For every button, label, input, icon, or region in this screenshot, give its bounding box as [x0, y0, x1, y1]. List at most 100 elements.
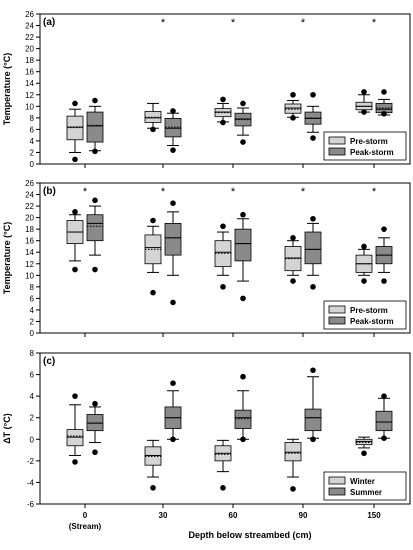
y-tick-label: 18: [25, 56, 34, 65]
box: [355, 438, 373, 446]
y-tick-label: 16: [25, 237, 34, 246]
outlier-point: [92, 266, 98, 273]
box: [86, 214, 104, 242]
box-plot: [234, 100, 252, 145]
box-plot: [304, 91, 322, 141]
legend-label: Pre-storm: [350, 306, 388, 315]
outlier-point: [361, 450, 367, 457]
box-plot: [304, 215, 322, 290]
outlier-point: [290, 278, 296, 284]
box-plot: [66, 393, 84, 465]
outlier-point: [240, 100, 246, 107]
outlier-point: [150, 217, 156, 224]
box: [234, 228, 252, 262]
y-tick-label: 4: [30, 137, 35, 146]
box-plot: [86, 97, 104, 155]
outlier-point: [381, 393, 387, 399]
outlier-point: [310, 215, 316, 222]
outlier-point: [381, 226, 387, 232]
box-plot: [66, 100, 84, 163]
outlier-point: [290, 486, 296, 492]
box: [214, 240, 232, 268]
outlier-point: [92, 148, 98, 155]
panel-label: (c): [43, 356, 55, 367]
box-plot: [164, 380, 182, 443]
y-tick-label: -6: [27, 500, 35, 509]
box: [284, 103, 302, 114]
series-1: [66, 209, 373, 296]
outlier-point: [361, 89, 367, 95]
outlier-point: [72, 266, 78, 273]
y-tick-label: 8: [30, 114, 35, 123]
outlier-point: [220, 284, 226, 290]
panel-label: (b): [43, 186, 56, 197]
y-tick-label: 0: [30, 329, 35, 338]
legend-label: Winter: [350, 477, 375, 486]
y-tick-label: 16: [25, 68, 34, 77]
box-plot: [214, 223, 232, 290]
y-tick-label: 8: [30, 349, 35, 358]
y-tick-label: 6: [30, 371, 35, 380]
box: [164, 222, 182, 256]
significance-marker: *: [372, 186, 377, 198]
box-plot: [375, 393, 393, 442]
outlier-point: [240, 295, 246, 302]
significance-marker: *: [231, 186, 236, 198]
y-tick-label: 14: [25, 248, 34, 257]
x-tick-label: 90: [299, 511, 308, 520]
outlier-point: [290, 115, 296, 121]
y-tick-label: -2: [27, 457, 35, 466]
outlier-point: [72, 393, 78, 399]
outlier-point: [240, 139, 246, 145]
series-1: [66, 89, 373, 163]
box: [304, 408, 322, 432]
outlier-point: [240, 211, 246, 218]
box-plot: [355, 243, 373, 284]
outlier-point: [220, 96, 226, 103]
x-tick-label: 150: [367, 511, 381, 520]
box: [144, 111, 162, 123]
outlier-point: [310, 284, 316, 290]
y-tick-label: 10: [25, 271, 34, 280]
legend-label: Peak-storm: [350, 317, 394, 326]
outlier-point: [72, 156, 78, 163]
box-plot: [164, 108, 182, 153]
outlier-point: [92, 197, 98, 204]
box: [144, 446, 162, 466]
outlier-point: [92, 400, 98, 407]
outlier-point: [170, 436, 176, 443]
legend-swatch: [328, 487, 346, 496]
box: [86, 414, 104, 432]
outlier-point: [220, 485, 226, 491]
significance-marker: *: [83, 186, 88, 198]
outlier-point: [361, 109, 367, 115]
y-tick-label: 22: [25, 202, 34, 211]
x-tick-sublabel: (Stream): [69, 522, 102, 531]
y-tick-label: 24: [25, 22, 34, 31]
box-plot: [234, 211, 252, 302]
outlier-point: [310, 135, 316, 141]
outlier-point: [240, 373, 246, 380]
outlier-point: [150, 485, 156, 491]
outlier-point: [220, 223, 226, 230]
box-plot: [144, 217, 162, 296]
box-plot: [144, 102, 162, 133]
legend-swatch: [328, 147, 346, 156]
outlier-point: [381, 89, 387, 95]
box-plot: [284, 438, 302, 492]
legend-swatch: [328, 136, 346, 145]
y-tick-label: 24: [25, 191, 34, 200]
box: [214, 108, 232, 118]
legend: Pre-storm Peak-storm: [323, 131, 407, 161]
outlier-point: [361, 278, 367, 284]
significance-marker: *: [161, 186, 166, 198]
outlier-point: [150, 126, 156, 133]
y-tick-label: 12: [25, 260, 34, 269]
outlier-point: [310, 436, 316, 443]
box: [164, 118, 182, 138]
y-tick-label: 4: [30, 306, 35, 315]
y-tick-label: 6: [30, 294, 35, 303]
outlier-point: [150, 289, 156, 296]
